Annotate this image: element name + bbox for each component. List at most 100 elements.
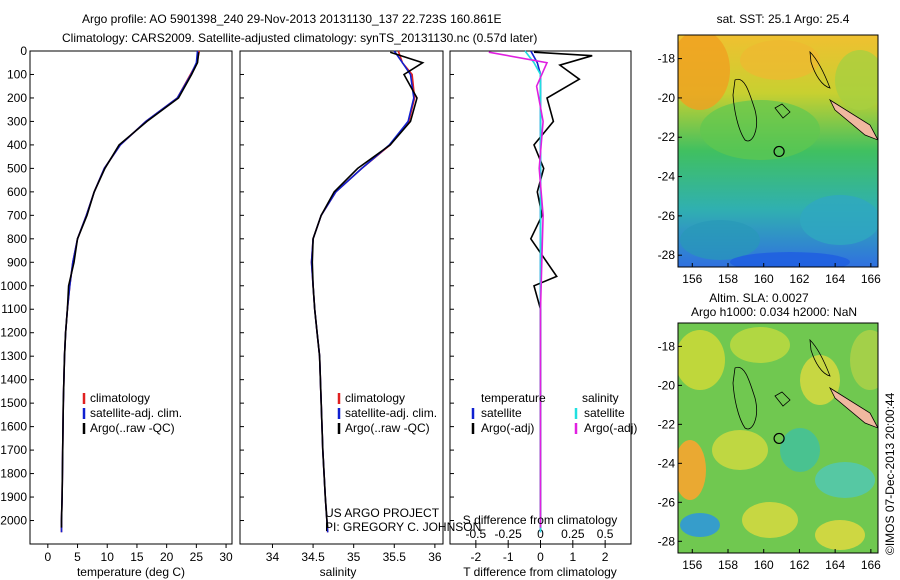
legend-label: Argo(-adj) [584,421,637,435]
y-tick-label: -18 [658,339,676,353]
x-tick-label: 35.5 [383,550,407,564]
y-tick-label: 1800 [0,467,27,481]
x-tick-label: 20 [160,550,174,564]
salinity-axes [239,50,444,545]
y-tick-label: -18 [658,52,676,66]
x-tick-label: -2 [471,550,482,564]
y-tick-label: 700 [7,208,27,222]
sst-map-frame [677,34,879,268]
y-tick-label: -28 [658,534,676,548]
series-line-satellite-adj-clim- [310,50,415,533]
legend-label: satellite [481,406,522,420]
imos-timestamp: ©IMOS 07-Dec-2013 20:00:44 [883,392,897,555]
salinity-plot: 34 34.5 35 35.5 36 climatologysatellite-adj. … [240,50,442,564]
temperature-plot: 0100200300400500600700800900100011001200… [0,44,233,564]
x-tick-label: 160 [754,558,774,572]
x-tick-label: 162 [789,558,809,572]
sst-map-title: sat. SST: 25.1 Argo: 25.4 [717,12,850,26]
argo-float-marker [773,145,785,158]
y-tick-label: 600 [7,185,27,199]
x-tick-label-salinity: -0.25 [494,527,522,541]
series-line-argo-raw-qc- [311,51,425,528]
legend-group-title: temperature [481,391,546,405]
series-line-climatology [60,50,201,533]
legend-label: satellite [584,406,625,420]
y-tick-label: 500 [7,161,27,175]
legend-label: satellite-adj. clim. [345,406,437,420]
y-tick-label: 1600 [0,420,27,434]
y-tick-label: -28 [658,248,676,262]
sla-map-frame [677,322,879,554]
x-tick-label: 25 [190,550,204,564]
x-tick-label: 158 [718,558,738,572]
x-tick-label: 0 [537,550,544,564]
y-tick-label: 0 [20,44,27,58]
credit-line-2: PI: GREGORY C. JOHNSON [325,520,481,534]
credit-line-1: US ARGO PROJECT [325,506,440,520]
x-tick-label: 156 [682,272,702,286]
legend-label: Argo(..raw -QC) [345,421,430,435]
x-tick-label-salinity: 0.25 [561,527,585,541]
x-tick-label: 35 [347,550,361,564]
y-tick-label: 1200 [0,326,27,340]
y-tick-label: 200 [7,91,27,105]
temperature-axes [29,50,233,545]
y-tick-label: -22 [658,130,676,144]
sla-map-subtitle: Argo h1000: 0.034 h2000: NaN [691,305,857,319]
sla-map [678,323,878,553]
x-tick-label-salinity: -0.5 [466,527,487,541]
y-tick-label: 100 [7,67,27,81]
x-tick-label: 0 [44,550,51,564]
sst-map-axes: 156 158 160 162 164 166 -18 -20 -22 -24 -26 -28 [658,52,882,286]
x-tick-label: 166 [861,558,881,572]
y-tick-label: 1300 [0,349,27,363]
x-tick-label: 1 [569,550,576,564]
x-tick-label: 166 [861,272,881,286]
sla-map-title: Altim. SLA: 0.0027 [709,291,809,305]
y-tick-label: 2000 [0,514,27,528]
legend-label: Argo(..raw -QC) [90,421,175,435]
x-tick-label: 164 [825,272,845,286]
y-tick-label: 1400 [0,373,27,387]
y-tick-label: -26 [658,495,676,509]
y-tick-label: 800 [7,232,27,246]
sla-map-axes: 156 158 160 162 164 166 -18 -20 -22 -24 -26 -28 [658,339,882,572]
y-tick-label: 400 [7,138,27,152]
y-tick-label: -24 [658,170,676,184]
legend-label: climatology [345,391,405,405]
x-tick-label: 156 [682,558,702,572]
series-line-argo-raw-qc- [60,52,200,528]
x-tick-label: 160 [754,272,774,286]
x-tick-label: 164 [825,558,845,572]
y-tick-label: 1100 [1,302,27,316]
x-tick-label: 2 [602,550,609,564]
y-tick-label: 1500 [0,396,27,410]
x-tick-label: 158 [718,272,738,286]
x-tick-label: 162 [789,272,809,286]
x-tick-label-salinity: 0.5 [597,527,614,541]
x-tick-label: 5 [74,550,81,564]
temperature-x-label: temperature (deg C) [77,565,185,579]
x-tick-label: 36 [428,550,442,564]
x-tick-label-salinity: 0 [537,527,544,541]
legend-label: Argo(-adj) [481,421,534,435]
x-tick-label: 15 [130,550,144,564]
y-tick-label: -22 [658,417,676,431]
legend-label: climatology [90,391,150,405]
x-tick-label: 34 [266,550,280,564]
y-tick-label: -20 [658,91,676,105]
t-difference-x-label: T difference from climatology [463,565,617,579]
salinity-x-label: salinity [320,565,357,579]
y-tick-label: 1700 [0,443,27,457]
y-tick-label: 1000 [0,279,27,293]
x-tick-label: 30 [219,550,233,564]
y-tick-label: -20 [658,378,676,392]
series-line-salinity-satellite [524,50,542,533]
header-line-2: Climatology: CARS2009. Satellite-adjuste… [62,31,537,45]
header-line-1: Argo profile: AO 5901398_240 29-Nov-2013… [82,12,501,26]
y-tick-label: -26 [658,209,676,223]
series-line-salinity-argo-adj- [488,51,549,528]
y-tick-label: 1900 [0,490,27,504]
y-tick-label: -24 [658,456,676,470]
y-tick-label: 900 [7,255,27,269]
